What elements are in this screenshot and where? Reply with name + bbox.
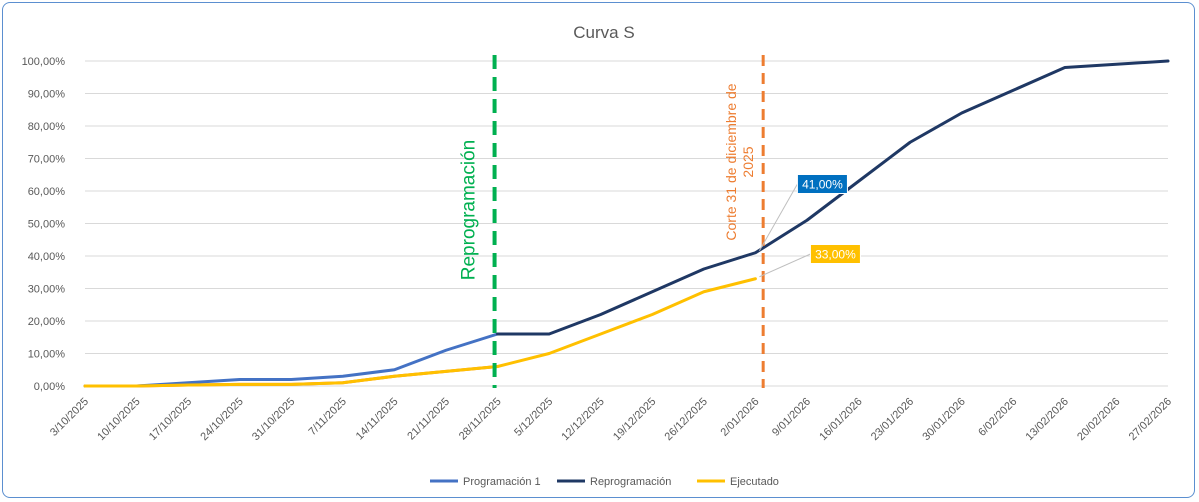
x-tick-label: 30/01/2026 bbox=[920, 396, 967, 443]
data-label: 33,00% bbox=[815, 248, 856, 262]
series-lines bbox=[83, 59, 1170, 388]
y-tick-label: 100,00% bbox=[22, 56, 66, 68]
x-tick-label: 3/10/2025 bbox=[48, 396, 91, 439]
series-line-programación-1 bbox=[83, 332, 500, 388]
y-axis-tick-labels: 0,00% 10,00% 20,00% 30,00% 40,00% 50,00% 60,00… bbox=[22, 56, 66, 393]
gridlines bbox=[85, 60, 1168, 387]
x-tick-label: 5/12/2025 bbox=[512, 396, 555, 439]
legend-label: Reprogramación bbox=[590, 476, 671, 488]
data-label-leader bbox=[758, 183, 798, 251]
x-tick-label: 21/11/2025 bbox=[405, 396, 452, 443]
reference-line-label: Corte 31 de diciembre de 2025 bbox=[723, 83, 756, 240]
x-tick-label: 19/12/2025 bbox=[611, 396, 658, 443]
x-tick-label: 26/12/2025 bbox=[663, 396, 710, 443]
x-tick-label: 12/12/2025 bbox=[559, 396, 606, 443]
legend-label: Ejecutado bbox=[730, 476, 779, 488]
x-tick-label: 20/02/2026 bbox=[1075, 396, 1122, 443]
y-tick-label: 60,00% bbox=[28, 186, 66, 198]
x-tick-label: 16/01/2026 bbox=[817, 396, 864, 443]
x-tick-label: 28/11/2025 bbox=[457, 396, 504, 443]
series-line-reprogramación bbox=[496, 59, 1170, 336]
y-tick-label: 10,00% bbox=[28, 349, 66, 361]
reference-line-label: Reprogramación bbox=[459, 140, 480, 280]
legend-label: Programación 1 bbox=[463, 476, 541, 488]
y-tick-label: 0,00% bbox=[34, 381, 65, 393]
x-axis-tick-labels: 3/10/2025 10/10/2025 17/10/2025 24/10/2025 3… bbox=[48, 396, 1174, 443]
data-label-leader bbox=[759, 253, 811, 278]
x-tick-label: 2/01/2026 bbox=[718, 396, 761, 439]
data-label: 41,00% bbox=[802, 178, 843, 192]
x-tick-label: 14/11/2025 bbox=[354, 396, 401, 443]
data-label-box bbox=[796, 174, 848, 194]
reference-lines: Reprogramación Corte 31 de diciembre de 20… bbox=[459, 55, 765, 388]
x-tick-label: 13/02/2026 bbox=[1024, 396, 1071, 443]
data-labels: 41,00% 33,00% bbox=[758, 174, 861, 278]
reference-line-label-line: Corte 31 de diciembre de bbox=[723, 83, 739, 240]
x-tick-label: 17/10/2025 bbox=[147, 396, 194, 443]
y-tick-label: 70,00% bbox=[28, 154, 66, 166]
y-tick-label: 50,00% bbox=[28, 219, 66, 231]
reference-line-label-line: 2025 bbox=[740, 146, 756, 177]
x-tick-label: 24/10/2025 bbox=[198, 396, 245, 443]
y-tick-label: 40,00% bbox=[28, 251, 66, 263]
y-tick-label: 80,00% bbox=[28, 121, 66, 133]
x-tick-label: 9/01/2026 bbox=[770, 396, 813, 439]
y-tick-label: 90,00% bbox=[28, 89, 66, 101]
x-tick-label: 7/11/2025 bbox=[306, 396, 349, 439]
x-tick-label: 27/02/2026 bbox=[1127, 396, 1174, 443]
legend: Programación 1 Reprogramación Ejecutado bbox=[430, 476, 779, 488]
y-tick-label: 30,00% bbox=[28, 284, 66, 296]
chart-title: Curva S bbox=[573, 23, 634, 42]
series-line-ejecutado bbox=[83, 277, 757, 388]
x-tick-label: 10/10/2025 bbox=[95, 396, 142, 443]
data-label-box bbox=[809, 244, 861, 264]
y-tick-label: 20,00% bbox=[28, 316, 66, 328]
x-tick-label: 23/01/2026 bbox=[869, 396, 916, 443]
x-tick-label: 6/02/2026 bbox=[976, 396, 1019, 439]
x-tick-label: 31/10/2025 bbox=[250, 396, 297, 443]
